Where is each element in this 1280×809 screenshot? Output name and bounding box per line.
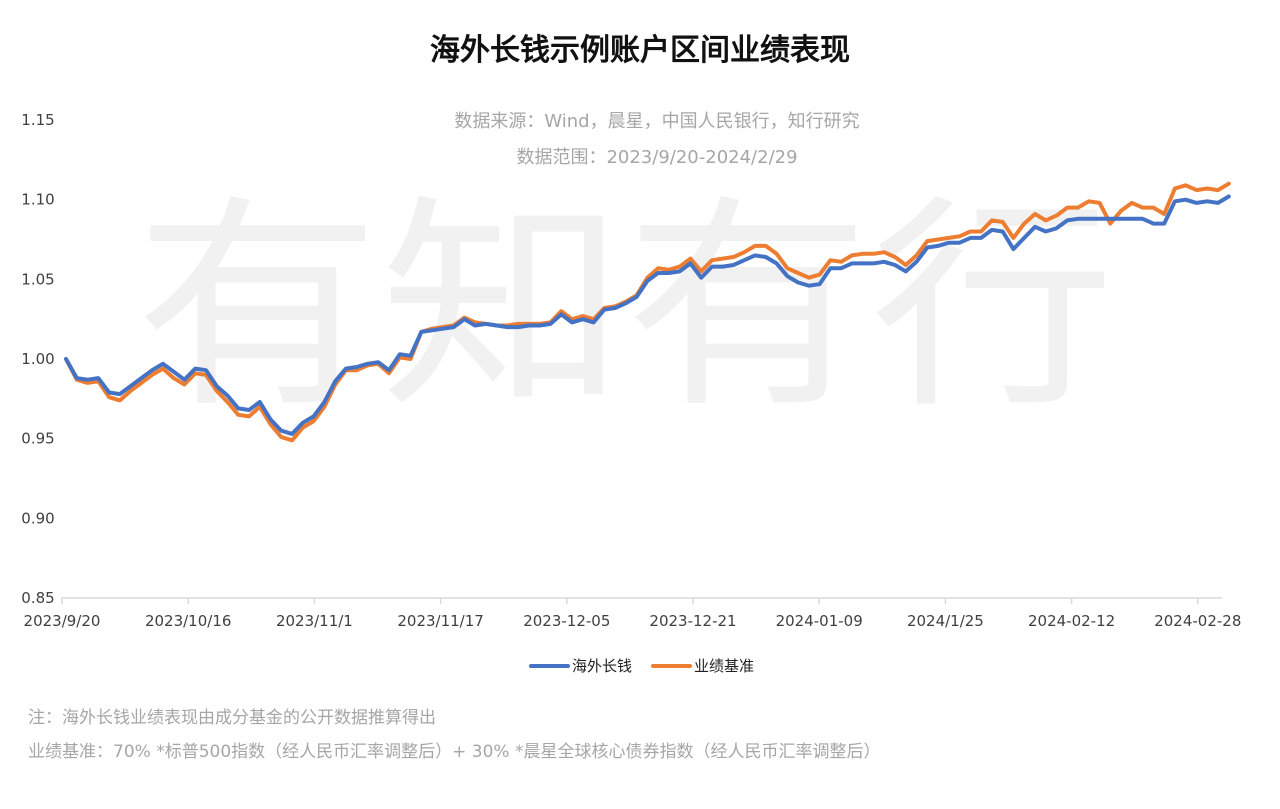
x-tick-label: 2024-01-09 <box>776 612 863 630</box>
x-tick-label: 2023/11/17 <box>397 612 483 630</box>
y-tick-label: 0.90 <box>21 509 54 527</box>
x-tick-label: 2023/11/1 <box>276 612 353 630</box>
footnote-benchmark: 业绩基准：70% *标普500指数（经人民币汇率调整后）+ 30% *晨星全球核… <box>28 742 880 762</box>
legend: 海外长钱 业绩基准 <box>529 657 754 675</box>
legend-label-0: 海外长钱 <box>572 657 632 675</box>
x-axis: 2023/9/20 2023/10/16 2023/11/1 2023/11/17 20… <box>24 598 1241 630</box>
chart-source: 数据来源：Wind，晨星，中国人民银行，知行研究 <box>454 111 859 132</box>
watermark: 有知有行 <box>135 177 1115 439</box>
y-axis: 0.85 0.90 0.95 1.00 1.05 1.10 1.15 <box>21 111 54 607</box>
footnote-source: 注：海外长钱业绩表现由成分基金的公开数据推算得出 <box>28 708 436 728</box>
y-tick-label: 1.15 <box>21 111 54 129</box>
x-tick-label: 2023-12-05 <box>523 612 610 630</box>
y-tick-label: 1.05 <box>21 270 54 288</box>
x-tick-label: 2024-02-28 <box>1154 612 1241 630</box>
legend-label-1: 业绩基准 <box>694 657 754 675</box>
chart-title: 海外长钱示例账户区间业绩表现 <box>430 33 850 68</box>
x-tick-label: 2024/1/25 <box>907 612 984 630</box>
y-tick-label: 0.95 <box>21 430 54 448</box>
y-tick-label: 0.85 <box>21 589 54 607</box>
plot-area <box>64 181 1231 443</box>
chart-range: 数据范围：2023/9/20-2024/2/29 <box>516 147 797 168</box>
x-tick-label: 2024-02-12 <box>1028 612 1115 630</box>
y-tick-label: 1.10 <box>21 191 54 209</box>
series-line-0 <box>64 194 1231 436</box>
y-tick-label: 1.00 <box>21 350 54 368</box>
x-tick-label: 2023-12-21 <box>649 612 736 630</box>
x-tick-label: 2023/10/16 <box>145 612 231 630</box>
x-tick-label: 2023/9/20 <box>24 612 101 630</box>
series-line-1 <box>64 181 1231 443</box>
